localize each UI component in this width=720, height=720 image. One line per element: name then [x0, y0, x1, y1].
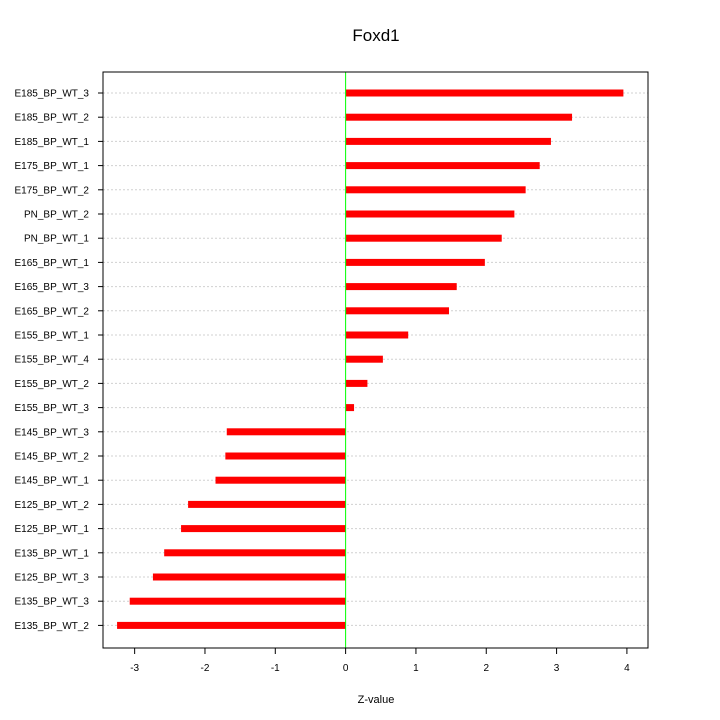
category-label: E135_BP_WT_1: [15, 548, 90, 559]
category-label: E145_BP_WT_1: [15, 476, 90, 487]
bar-E155_BP_WT_4: [345, 355, 383, 363]
bar-E175_BP_WT_2: [345, 186, 526, 194]
bar-E165_BP_WT_2: [345, 307, 449, 315]
x-tick-label: -1: [271, 663, 280, 674]
bar-E165_BP_WT_3: [345, 283, 457, 291]
bar-E145_BP_WT_2: [225, 452, 346, 460]
category-label: E155_BP_WT_4: [15, 355, 90, 366]
category-label: E185_BP_WT_1: [15, 137, 90, 148]
bar-E155_BP_WT_3: [345, 404, 355, 412]
x-tick-label: -3: [130, 663, 139, 674]
bar-E145_BP_WT_1: [215, 476, 346, 484]
bar-E135_BP_WT_2: [117, 621, 346, 629]
x-tick-label: 0: [343, 663, 349, 674]
category-label: E175_BP_WT_1: [15, 161, 90, 172]
chart-title: Foxd1: [352, 26, 399, 45]
bar-E175_BP_WT_1: [345, 162, 540, 170]
category-label: E145_BP_WT_2: [15, 452, 90, 463]
x-tick-label: 2: [483, 663, 489, 674]
bar-E145_BP_WT_3: [226, 428, 346, 436]
category-label: E185_BP_WT_3: [15, 89, 90, 100]
category-label: E125_BP_WT_2: [15, 500, 90, 511]
bar-E135_BP_WT_1: [164, 549, 346, 557]
bar-E135_BP_WT_3: [129, 597, 346, 605]
x-tick-label: 1: [413, 663, 419, 674]
bar-E125_BP_WT_3: [152, 573, 346, 581]
category-label: E165_BP_WT_1: [15, 258, 90, 269]
category-label: E135_BP_WT_3: [15, 597, 90, 608]
bar-PN_BP_WT_1: [345, 234, 502, 242]
x-tick-label: -2: [201, 663, 210, 674]
bar-E155_BP_WT_1: [345, 331, 409, 339]
bar-E125_BP_WT_1: [181, 525, 346, 533]
bar-E155_BP_WT_2: [345, 379, 368, 387]
bar-E185_BP_WT_2: [345, 113, 573, 121]
bar-E125_BP_WT_2: [188, 500, 346, 508]
category-label: PN_BP_WT_2: [24, 210, 89, 221]
plot-frame: [102, 71, 649, 649]
category-label: E155_BP_WT_2: [15, 379, 90, 390]
bar-PN_BP_WT_2: [345, 210, 515, 218]
x-axis-label: Z-value: [358, 694, 395, 706]
category-label: E175_BP_WT_2: [15, 185, 90, 196]
category-label: E125_BP_WT_1: [15, 524, 90, 535]
category-labels: E185_BP_WT_3 E185_BP_WT_2 E185_BP_WT_1 E175…: [15, 89, 103, 632]
category-label: E165_BP_WT_2: [15, 306, 90, 317]
category-label: E185_BP_WT_2: [15, 113, 90, 124]
x-tick-label: 4: [624, 663, 630, 674]
category-label: E135_BP_WT_2: [15, 621, 90, 632]
x-tick-label: 3: [554, 663, 560, 674]
category-label: PN_BP_WT_1: [24, 234, 89, 245]
x-axis: -3 -2 -1 0 1 2 3 4: [130, 648, 630, 674]
category-label: E145_BP_WT_3: [15, 427, 90, 438]
category-label: E165_BP_WT_3: [15, 282, 90, 293]
category-label: E155_BP_WT_1: [15, 331, 90, 342]
category-label: E125_BP_WT_3: [15, 573, 90, 584]
bar-E185_BP_WT_1: [345, 137, 551, 145]
bar-E165_BP_WT_1: [345, 258, 485, 266]
bar-E185_BP_WT_3: [345, 89, 624, 97]
bars: [117, 89, 624, 629]
category-label: E155_BP_WT_3: [15, 403, 90, 414]
